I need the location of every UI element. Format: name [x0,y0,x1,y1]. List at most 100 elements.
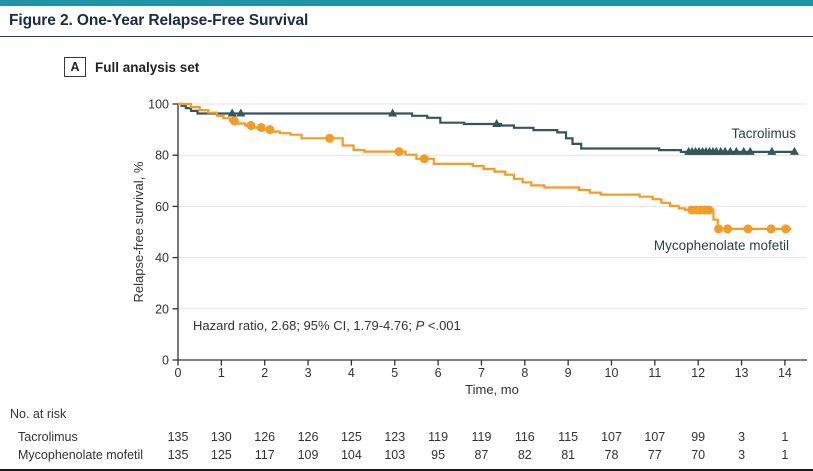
risk-row-label-tacrolimus: Tacrolimus [18,430,78,444]
risk-count: 70 [691,448,705,462]
censor-mark-circle [256,123,266,133]
censor-mark-circle [781,224,791,234]
x-tick-label: 14 [778,366,792,380]
risk-count: 119 [471,430,491,444]
x-tick-label: 8 [521,366,528,380]
risk-count: 123 [384,430,405,444]
censor-mark-circle [714,224,724,234]
risk-count: 125 [211,448,232,462]
censor-mark-circle [394,147,404,157]
risk-count: 119 [428,430,448,444]
censor-mark-circle [229,116,239,126]
curve-label-tacrolimus: Tacrolimus [731,126,796,141]
x-tick-label: 10 [605,366,619,380]
censor-mark-circle [723,224,733,234]
censor-mark-circle [743,224,753,234]
risk-count: 130 [211,430,232,444]
y-tick-label: 20 [155,302,169,316]
y-tick-label: 40 [155,251,169,265]
x-tick-label: 7 [478,366,485,380]
hazard-ratio-annotation: Hazard ratio, 2.68; 95% CI, 1.79-4.76; P… [193,318,461,333]
risk-count: 125 [341,430,362,444]
censor-mark-triangle [388,108,398,117]
x-tick-label: 6 [435,366,442,380]
risk-count: 82 [518,448,532,462]
curve-label-mycophenolate: Mycophenolate mofetil [653,238,789,253]
censor-mark-circle [265,125,275,135]
risk-count: 109 [298,448,319,462]
censor-mark-circle [704,205,714,215]
risk-count: 135 [168,448,189,462]
censor-mark-triangle [745,146,755,155]
censor-mark-circle [325,133,335,143]
x-tick-label: 9 [565,366,572,380]
risk-values: 135 130 126 126 125 123 119 119 116 115 107 107 99 3 1… [168,430,789,462]
censor-mark-circle [419,154,429,164]
figure-bottom-rule [0,469,813,471]
risk-count: 81 [561,448,575,462]
series-tacrolimus [178,102,799,155]
series-layer [178,102,799,234]
accent-bar [0,0,813,6]
p-symbol: P [415,318,425,333]
censor-mark-triangle [767,146,777,155]
y-axis: 0 20 40 60 80 100 [148,98,179,368]
censor-mark-triangle [789,146,799,155]
figure-title: Figure 2. One-Year Relapse-Free Survival [9,12,309,29]
risk-count: 99 [691,430,705,444]
panel-label-box: A [64,57,86,77]
risk-count: 103 [384,448,405,462]
censor-mark-circle [766,224,776,234]
risk-count: 3 [738,448,745,462]
risk-count: 117 [255,448,275,462]
y-axis-title: Relapse-free survival, % [131,161,146,302]
censor-mark-triangle [731,146,741,155]
risk-count: 77 [648,448,662,462]
hazard-ratio-text: Hazard ratio, 2.68; 95% CI, 1.79-4.76; [193,318,416,333]
risk-count: 116 [515,430,535,444]
x-tick-label: 1 [218,366,225,380]
x-tick-label: 0 [175,366,182,380]
y-tick-label: 60 [155,200,169,214]
risk-count: 78 [605,448,619,462]
y-tick-label: 80 [155,149,169,163]
risk-count: 135 [168,430,189,444]
x-tick-label: 12 [691,366,705,380]
risk-count: 107 [601,430,622,444]
censor-mark-triangle [227,108,237,117]
x-tick-label: 3 [305,366,312,380]
title-rule [0,36,813,37]
risk-count: 107 [644,430,665,444]
risk-count: 1 [781,448,788,462]
x-axis: 0 1 2 3 4 5 6 7 8 9 10 11 12 13 14 [175,359,807,380]
panel-header: A Full analysis set [64,57,199,77]
x-tick-label: 11 [648,366,661,380]
censor-mark-triangle [725,146,735,155]
panel-title: Full analysis set [95,59,200,75]
x-axis-title: Time, mo [465,382,519,397]
risk-count: 95 [431,448,445,462]
series-mycophenolate [178,102,792,234]
x-tick-label: 13 [735,366,749,380]
y-tick-label: 0 [162,354,169,368]
risk-count: 87 [474,448,488,462]
censor-mark-triangle [739,146,749,155]
risk-count: 126 [254,430,275,444]
y-tick-label: 100 [148,98,169,112]
risk-count: 115 [558,430,578,444]
censor-mark-triangle [236,108,246,117]
censor-mark-circle [246,121,256,131]
risk-count: 104 [341,448,362,462]
x-tick-label: 2 [261,366,268,380]
censor-mark-triangle [492,118,502,127]
p-value-text: <.001 [424,318,461,333]
gridlines [178,103,807,310]
risk-count: 126 [298,430,319,444]
risk-count: 1 [781,430,788,444]
risk-row-label-mycophenolate: Mycophenolate mofetil [18,448,143,462]
x-tick-label: 5 [391,366,398,380]
risk-table-header: No. at risk [10,407,67,421]
survival-curve [178,102,796,153]
